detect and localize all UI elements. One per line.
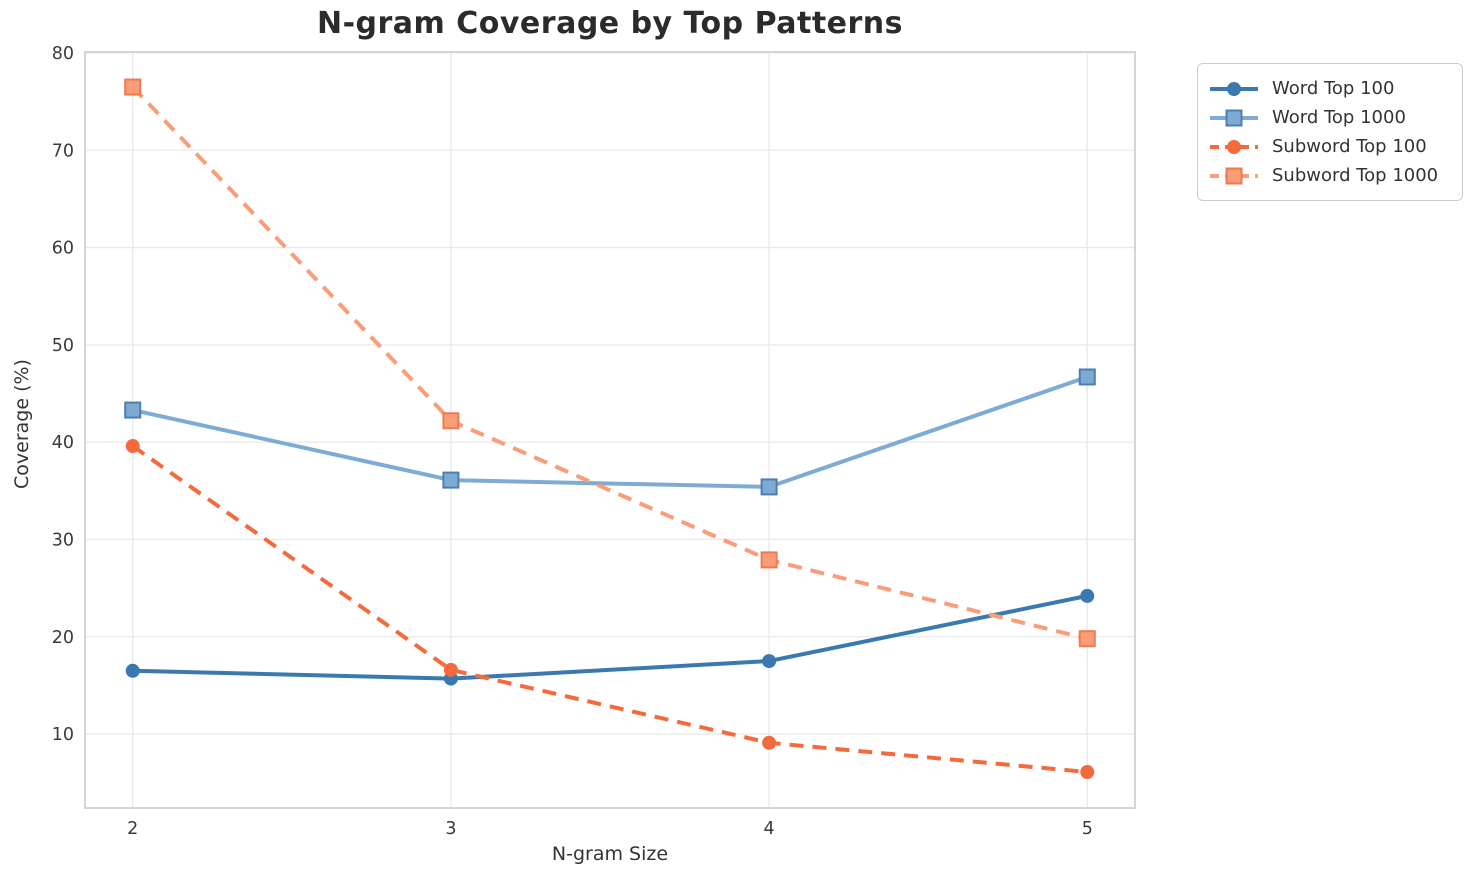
series-line-subword-top-1000 bbox=[131, 85, 1088, 641]
legend-item-subword-top-100: Subword Top 100 bbox=[1208, 132, 1450, 161]
legend: Word Top 100 Word Top 1000 Subword Top 100… bbox=[1197, 63, 1463, 201]
x-tick-label: 2 bbox=[127, 819, 138, 839]
marker-square-subword-top-1000 bbox=[1078, 630, 1096, 648]
marker-circle-word-top-100 bbox=[1080, 588, 1095, 603]
x-tick-label: 5 bbox=[1082, 819, 1093, 839]
y-tick-label: 10 bbox=[52, 725, 74, 745]
y-tick-label: 40 bbox=[52, 433, 74, 453]
marker-square-subword-top-1000 bbox=[760, 551, 778, 569]
legend-label-subword-top-1000: Subword Top 1000 bbox=[1272, 165, 1439, 186]
legend-item-subword-top-1000: Subword Top 1000 bbox=[1208, 161, 1450, 190]
marker-circle-subword-top-100 bbox=[125, 439, 140, 454]
legend-item-word-top-1000: Word Top 1000 bbox=[1208, 103, 1450, 132]
y-tick-label: 70 bbox=[52, 141, 74, 161]
legend-label-word-top-1000: Word Top 1000 bbox=[1272, 107, 1406, 128]
marker-circle-word-top-100 bbox=[125, 663, 140, 678]
y-tick-label: 60 bbox=[52, 239, 74, 259]
marker-square-subword-top-1000 bbox=[124, 78, 142, 96]
marker-circle-subword-top-100 bbox=[1080, 765, 1095, 779]
marker-square-word-top-1000 bbox=[124, 401, 142, 419]
y-tick-label: 50 bbox=[52, 336, 74, 356]
axes-frame bbox=[84, 51, 1136, 809]
marker-square-word-top-1000 bbox=[760, 478, 778, 496]
marker-circle-subword-top-100 bbox=[762, 735, 777, 750]
chart-title: N-gram Coverage by Top Patterns bbox=[316, 6, 904, 41]
y-axis-label: Coverage (%) bbox=[11, 359, 33, 489]
series-line-subword-top-100 bbox=[131, 444, 1088, 774]
legend-label-subword-top-100: Subword Top 100 bbox=[1272, 136, 1427, 157]
marker-square-word-top-1000 bbox=[1078, 368, 1096, 386]
marker-circle-subword-top-100-legend bbox=[1227, 139, 1241, 154]
marker-circle-subword-top-100 bbox=[443, 662, 458, 677]
series-line-word-top-1000 bbox=[132, 375, 1088, 489]
x-tick-label: 4 bbox=[764, 819, 775, 839]
marker-square-word-top-1000 bbox=[442, 471, 460, 489]
marker-circle-word-top-100 bbox=[762, 654, 777, 669]
x-tick-label: 3 bbox=[445, 819, 456, 839]
series-line-word-top-100 bbox=[132, 593, 1088, 681]
y-tick-label: 30 bbox=[52, 530, 74, 550]
marker-square-subword-top-1000-legend bbox=[1225, 167, 1243, 184]
y-tick-label: 80 bbox=[52, 44, 74, 64]
marker-square-subword-top-1000 bbox=[442, 412, 460, 430]
legend-line-sample bbox=[1210, 139, 1258, 154]
marker-square-word-top-1000-legend bbox=[1225, 109, 1243, 126]
y-tick-label: 20 bbox=[52, 628, 74, 648]
legend-line-sample bbox=[1210, 167, 1258, 184]
marker-circle-word-top-100-legend bbox=[1227, 81, 1241, 96]
x-axis-label: N-gram Size bbox=[551, 843, 669, 865]
legend-item-word-top-100: Word Top 100 bbox=[1208, 74, 1450, 103]
legend-line-sample bbox=[1210, 81, 1258, 96]
legend-line-sample bbox=[1210, 109, 1258, 126]
legend-label-word-top-100: Word Top 100 bbox=[1272, 78, 1395, 99]
